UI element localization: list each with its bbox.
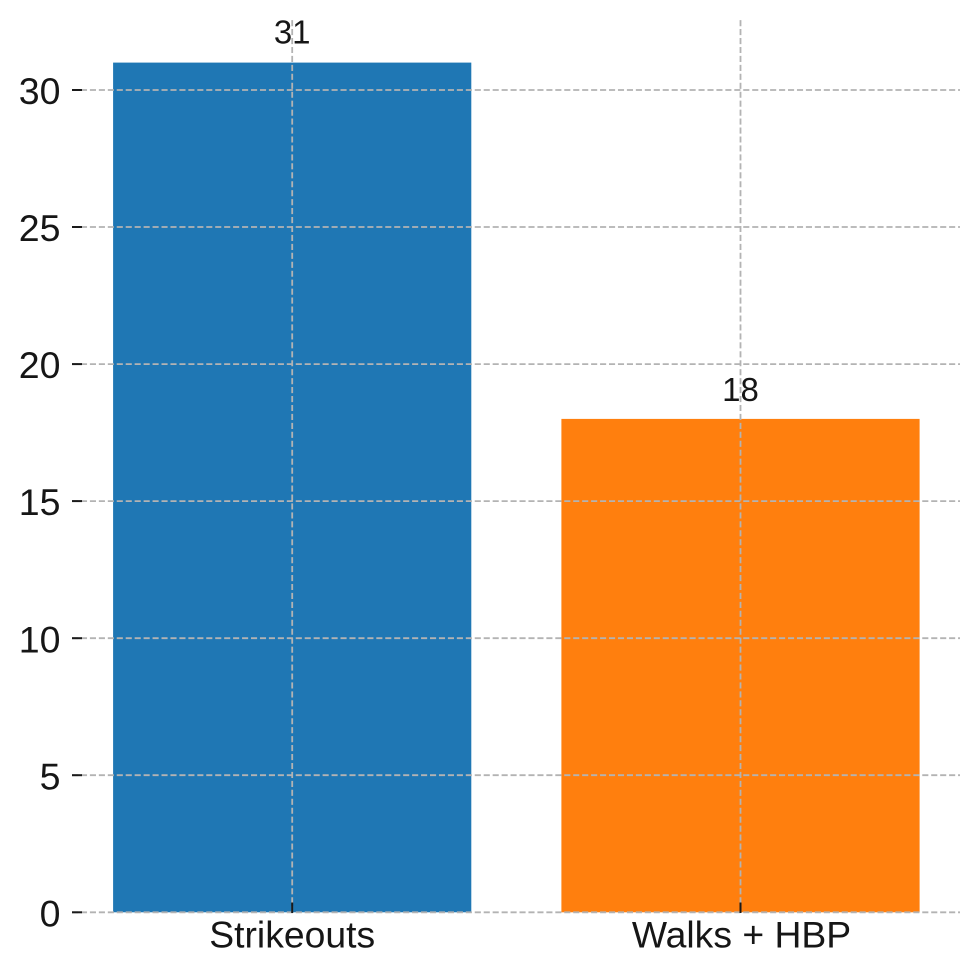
svg-text:18: 18 xyxy=(722,371,759,408)
svg-text:5: 5 xyxy=(40,755,61,797)
svg-text:10: 10 xyxy=(19,618,61,660)
svg-text:Strikeouts: Strikeouts xyxy=(209,914,375,956)
svg-text:30: 30 xyxy=(19,70,61,112)
svg-text:0: 0 xyxy=(40,892,61,934)
svg-text:31: 31 xyxy=(274,13,311,50)
svg-text:15: 15 xyxy=(19,481,61,523)
svg-text:20: 20 xyxy=(19,344,61,386)
svg-text:25: 25 xyxy=(19,207,61,249)
svg-text:Walks + HBP: Walks + HBP xyxy=(632,914,851,956)
